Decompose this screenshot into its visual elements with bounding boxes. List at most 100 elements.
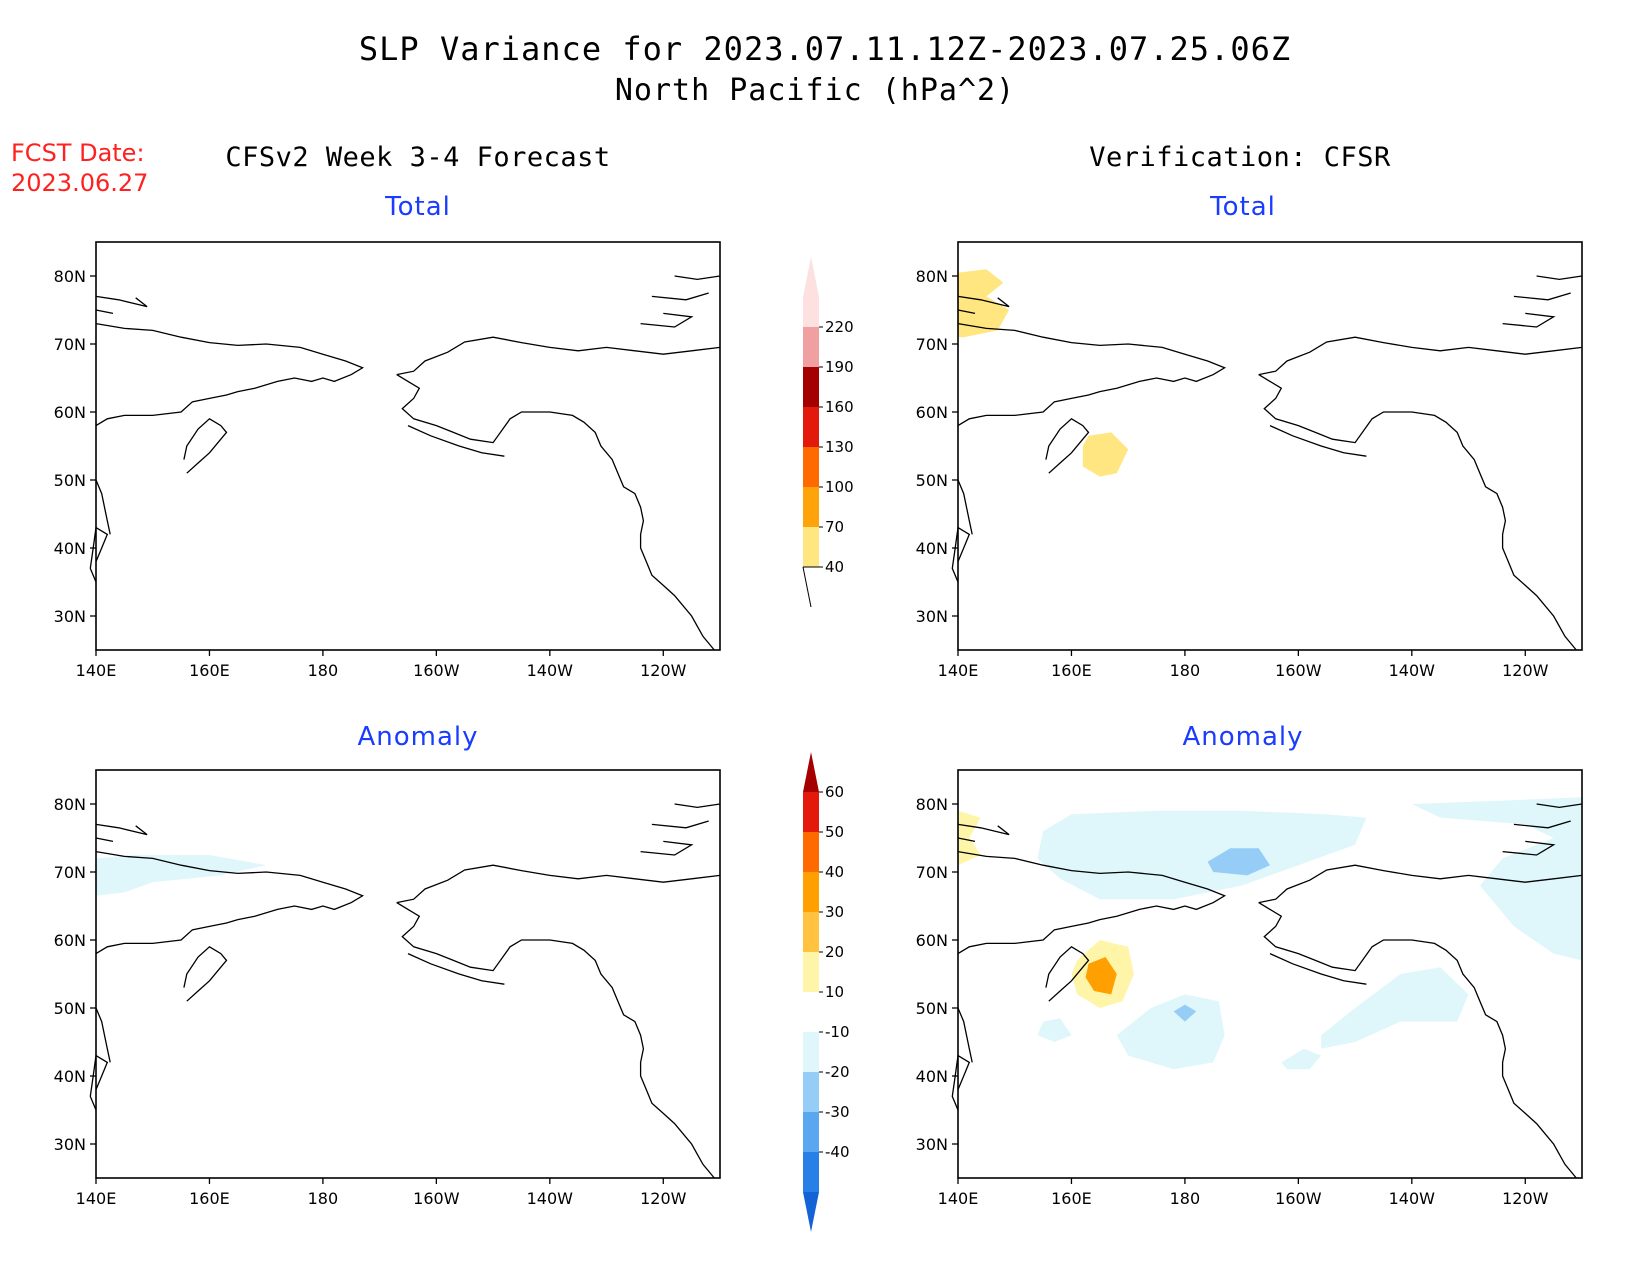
shade-anom-neg-siberia bbox=[96, 855, 267, 896]
coastline-5 bbox=[1258, 902, 1577, 1179]
lon-label: 160W bbox=[413, 1189, 460, 1208]
lat-label: 80N bbox=[54, 267, 86, 286]
lat-label: 40N bbox=[54, 539, 86, 558]
anomaly-colorbar-swatch bbox=[803, 832, 819, 872]
coastline-3 bbox=[951, 526, 971, 583]
coastline-4 bbox=[396, 864, 721, 904]
lon-label: 140W bbox=[527, 1189, 574, 1208]
lon-label: 180 bbox=[308, 661, 339, 680]
lat-label: 70N bbox=[54, 863, 86, 882]
total-colorbar-label: 70 bbox=[825, 518, 844, 536]
anomaly-colorbar-label: -30 bbox=[825, 1103, 850, 1121]
lat-label: 30N bbox=[916, 607, 948, 626]
map-panel-tl: 80N 70N 60N 50N 40N 30N 140E 160E 180 160W 140W 120… bbox=[54, 241, 721, 680]
map-frame bbox=[95, 769, 721, 1179]
map-frame bbox=[95, 241, 721, 651]
forecast-column-heading: CFSv2 Week 3-4 Forecast bbox=[225, 142, 611, 173]
coastline-10 bbox=[95, 823, 148, 836]
coastline-2 bbox=[957, 479, 973, 535]
shade-var-arctic-west bbox=[958, 269, 1010, 338]
anomaly-colorbar-swatch bbox=[803, 1072, 819, 1112]
anomaly-colorbar-swatch bbox=[803, 912, 819, 952]
anomaly-colorbar-label: -20 bbox=[825, 1063, 850, 1081]
coastline-7 bbox=[674, 803, 721, 809]
lon-label: 160E bbox=[189, 1189, 230, 1208]
coastline-6 bbox=[407, 425, 505, 457]
lat-label: 40N bbox=[54, 1067, 86, 1086]
lat-label: 80N bbox=[916, 267, 948, 286]
coastline-1 bbox=[183, 945, 228, 1002]
lon-label: 160E bbox=[1051, 1189, 1092, 1208]
lat-label: 80N bbox=[916, 795, 948, 814]
coastline-9 bbox=[1502, 840, 1556, 856]
coastline-2 bbox=[95, 1007, 111, 1063]
fcst-date-value: 2023.06.27 bbox=[11, 169, 149, 197]
lon-label: 180 bbox=[1170, 661, 1201, 680]
lat-label: 60N bbox=[54, 403, 86, 422]
total-colorbar-label: 100 bbox=[825, 478, 854, 496]
lat-label: 60N bbox=[916, 931, 948, 950]
lat-label: 30N bbox=[54, 607, 86, 626]
coastline-3 bbox=[951, 1054, 971, 1111]
anomaly-colorbar-label: 10 bbox=[825, 983, 844, 1001]
lon-label: 160E bbox=[1051, 661, 1092, 680]
coastline-9 bbox=[640, 840, 694, 856]
anomaly-colorbar-swatch bbox=[803, 792, 819, 832]
total-colorbar-label: 130 bbox=[825, 438, 854, 456]
map-panel-bl: 80N 70N 60N 50N 40N 30N 140E 160E 180 160W 140W 120… bbox=[54, 769, 721, 1208]
panel-title-verification-total: Total bbox=[1210, 192, 1276, 222]
lon-label: 140E bbox=[938, 661, 979, 680]
lon-label: 120W bbox=[640, 661, 687, 680]
lon-label: 120W bbox=[1502, 1189, 1549, 1208]
coastline-11 bbox=[95, 837, 114, 843]
shade-anom-neg-gulf bbox=[1321, 967, 1469, 1049]
coastline-3 bbox=[89, 526, 109, 583]
lon-label: 180 bbox=[308, 1189, 339, 1208]
coastline-4 bbox=[396, 336, 721, 376]
fcst-date-label: FCST Date: bbox=[11, 139, 145, 167]
coastline-8 bbox=[651, 292, 709, 301]
coastline-10 bbox=[957, 823, 1010, 836]
anomaly-colorbar-swatch bbox=[803, 1032, 819, 1072]
lon-label: 160W bbox=[1275, 661, 1322, 680]
lon-label: 160W bbox=[1275, 1189, 1322, 1208]
coastline-11 bbox=[957, 837, 976, 843]
verification-column-heading: Verification: CFSR bbox=[1089, 142, 1391, 173]
shade-anom-neg-arctic-core bbox=[1207, 848, 1270, 876]
coastline-5 bbox=[1258, 374, 1577, 651]
total-colorbar-label: 160 bbox=[825, 398, 854, 416]
shade-anom-pos-arctic-west bbox=[958, 810, 981, 866]
total-colorbar-low-end bbox=[803, 567, 819, 607]
map-frame bbox=[957, 769, 1583, 1179]
lat-label: 60N bbox=[54, 931, 86, 950]
coastline-11 bbox=[95, 309, 114, 315]
shade-anom-pos-kamchatka bbox=[1071, 940, 1134, 1008]
coastline-6 bbox=[1269, 953, 1367, 985]
anomaly-colorbar-label: -40 bbox=[825, 1143, 850, 1161]
anomaly-colorbar-swatch bbox=[803, 872, 819, 912]
anomaly-colorbar-label: 40 bbox=[825, 863, 844, 881]
coastline-5 bbox=[396, 902, 715, 1179]
main-title: SLP Variance for 2023.07.11.12Z-2023.07.… bbox=[358, 30, 1292, 68]
anomaly-colorbar-label: 30 bbox=[825, 903, 844, 921]
coastline-1 bbox=[1045, 945, 1090, 1002]
coastline-0 bbox=[95, 850, 365, 955]
coastline-2 bbox=[95, 479, 111, 535]
main-subtitle: North Pacific (hPa^2) bbox=[614, 73, 1016, 108]
total-colorbar-swatch bbox=[803, 527, 819, 567]
lon-label: 160W bbox=[413, 661, 460, 680]
shade-anom-neg-aleutian-core bbox=[1173, 1004, 1197, 1022]
lon-label: 160E bbox=[189, 661, 230, 680]
coastline-1 bbox=[1045, 417, 1090, 474]
coastline-0 bbox=[957, 322, 1227, 427]
lon-label: 180 bbox=[1170, 1189, 1201, 1208]
anomaly-colorbar-label: 50 bbox=[825, 823, 844, 841]
total-colorbar: 40 70 100 130 160 190 220 bbox=[803, 257, 854, 607]
coastline-0 bbox=[957, 850, 1227, 955]
coastline-8 bbox=[651, 820, 709, 829]
lon-label: 140E bbox=[76, 661, 117, 680]
anomaly-colorbar-label: -10 bbox=[825, 1023, 850, 1041]
anomaly-colorbar-swatch bbox=[803, 992, 819, 1032]
lon-label: 140W bbox=[527, 661, 574, 680]
lat-label: 40N bbox=[916, 1067, 948, 1086]
